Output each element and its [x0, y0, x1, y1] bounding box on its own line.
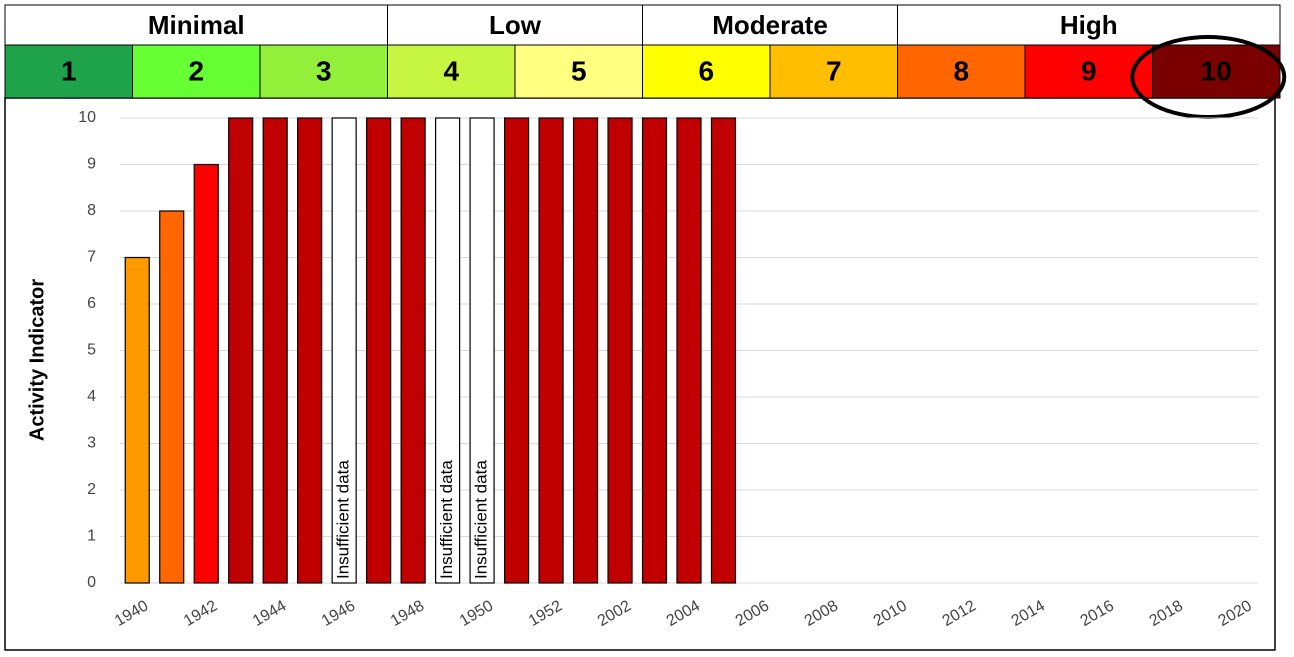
- bar: [641, 117, 668, 584]
- y-tick-label: 6: [87, 295, 96, 312]
- level-cell: [1152, 44, 1281, 99]
- y-tick-label: 4: [87, 388, 96, 405]
- level-label: 3: [316, 55, 332, 86]
- bar: [228, 117, 254, 584]
- group-label: Minimal: [148, 10, 245, 40]
- y-tick-label: 7: [87, 249, 96, 266]
- bar: [503, 117, 530, 584]
- highlight-circle: [1130, 35, 1287, 119]
- level-cell: [387, 44, 516, 99]
- level-cell: [132, 44, 261, 99]
- level-label: 10: [1201, 55, 1232, 86]
- level-label: 1: [61, 55, 77, 86]
- bar: [607, 117, 633, 584]
- bar: [297, 117, 323, 584]
- level-label: 6: [698, 55, 714, 86]
- y-tick-label: 0: [87, 574, 96, 591]
- group-cell: [4, 4, 388, 46]
- bar-annotation: Insufficient data: [437, 460, 456, 579]
- bar: [435, 117, 461, 584]
- bar: [710, 117, 737, 584]
- bar: [159, 210, 185, 584]
- bar: [331, 117, 357, 584]
- bar: [572, 117, 599, 584]
- group-label: Low: [489, 10, 542, 40]
- y-tick-label: 8: [87, 202, 96, 219]
- bar: [538, 117, 564, 584]
- y-tick-label: 10: [78, 109, 96, 126]
- bar: [469, 117, 495, 584]
- y-axis-title: Activity Indicator: [26, 279, 48, 441]
- bar: [193, 163, 219, 584]
- level-label: 2: [188, 55, 204, 86]
- bar: [262, 117, 288, 584]
- y-tick-label: 3: [87, 435, 96, 452]
- level-cell: [769, 44, 898, 99]
- level-label: 4: [443, 55, 459, 86]
- level-label: 7: [826, 55, 842, 86]
- group-cell: [642, 4, 898, 46]
- level-cell: [4, 44, 133, 99]
- bar-annotation: Insufficient data: [472, 460, 491, 579]
- level-cell: [897, 44, 1026, 99]
- group-label: High: [1060, 10, 1118, 40]
- level-cell: [259, 44, 388, 99]
- bar: [124, 256, 150, 584]
- bar: [400, 117, 426, 584]
- bar: [676, 117, 702, 584]
- bar: [366, 117, 392, 584]
- level-cell: [514, 44, 643, 99]
- y-tick-label: 1: [87, 528, 96, 545]
- group-cell: [387, 4, 643, 46]
- level-label: 9: [1081, 55, 1097, 86]
- level-label: 8: [953, 55, 969, 86]
- bar-annotation: Insufficient data: [334, 460, 353, 579]
- y-tick-label: 2: [87, 481, 96, 498]
- level-label: 5: [571, 55, 587, 86]
- y-tick-label: 9: [87, 156, 96, 173]
- group-label: Moderate: [712, 10, 828, 40]
- y-tick-label: 5: [87, 342, 96, 359]
